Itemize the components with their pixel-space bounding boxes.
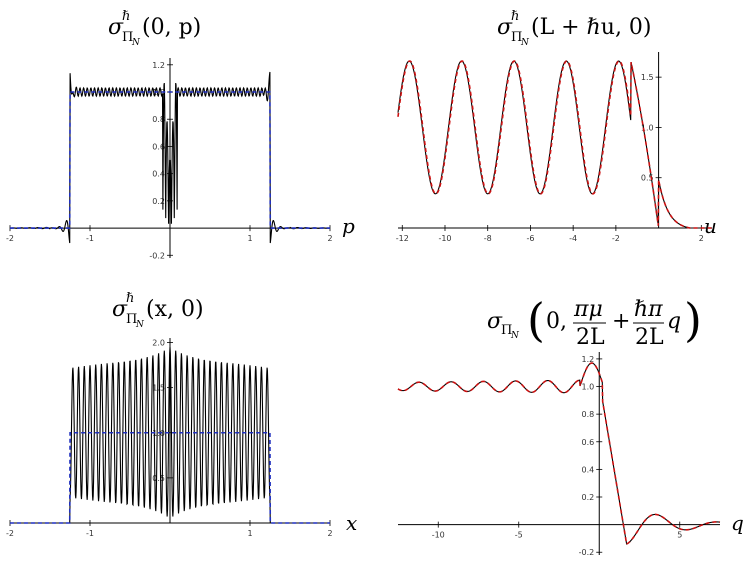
y-tick-label: 0.4 — [152, 170, 165, 179]
y-tick-label: 2.0 — [152, 339, 165, 348]
y-tick-label: 1.0 — [582, 383, 595, 392]
y-tick-label: 0.6 — [582, 438, 595, 447]
x-tick-label: -6 — [526, 234, 534, 243]
title-1-subsub: N — [131, 38, 141, 48]
y-tick-label: 1.2 — [582, 355, 595, 364]
panel-4-xlabel: q — [731, 511, 744, 535]
title-4-var: q — [667, 309, 681, 334]
panel-4-plot: -10 -5 5 -0.2 0.2 0.4 0.6 0.8 1.0 1.2 — [397, 352, 721, 557]
title-4-frac1-num: πμ — [573, 297, 603, 322]
title-4-base: σ — [487, 309, 503, 334]
x-tick-label: -1 — [86, 234, 94, 243]
y-tick-label: 1.5 — [152, 384, 165, 393]
y-tick-label: 0.8 — [152, 115, 165, 124]
title-2-base: σ — [497, 15, 513, 40]
y-tick-label: 1.2 — [152, 61, 165, 70]
y-tick-label: -0.2 — [149, 251, 165, 260]
title-4-rparen: ) — [684, 293, 702, 347]
x-tick-label: 1 — [247, 529, 252, 538]
x-tick-label: 2 — [327, 234, 332, 243]
x-tick-label: -2 — [6, 234, 14, 243]
y-tick-label: 1.5 — [641, 73, 654, 82]
series-line-2 — [10, 91, 330, 229]
title-2-sup: ℏ — [511, 9, 519, 24]
title-3-subsub: N — [135, 320, 145, 330]
title-3-sub: Π — [126, 312, 137, 327]
y-tick-label: -0.2 — [579, 548, 595, 557]
title-4-subsub: N — [510, 331, 520, 341]
y-tick-label: 0.4 — [582, 465, 595, 474]
title-3-args: (x, 0) — [146, 297, 204, 322]
panel-1-title: σ ℏ Π N (0, p) — [108, 9, 201, 48]
title-4-sub: Π — [501, 323, 512, 338]
series-line-1 — [397, 362, 721, 545]
panel-1-xlabel: p — [342, 214, 355, 238]
title-1-base: σ — [108, 15, 124, 40]
title-2-subsub: N — [520, 38, 530, 48]
x-tick-label: -12 — [396, 234, 409, 243]
y-tick-label: 0.5 — [641, 174, 654, 183]
panel-3-plot: -2 -1 1 20.51.01.52.0 — [6, 338, 333, 538]
panel-2-plot: -12 -10 -8 -6 -4 -2 2 0.5 1.0 1.5 — [396, 52, 712, 243]
title-4-frac1-den: 2L — [576, 325, 605, 350]
x-tick-label: -1 — [86, 529, 94, 538]
title-4-lead: 0, — [546, 309, 567, 334]
title-1-sup: ℏ — [122, 9, 130, 24]
title-4-lparen: ( — [527, 293, 545, 347]
x-tick-label: 5 — [677, 531, 682, 540]
y-tick-label: 0.6 — [152, 142, 165, 151]
title-3-sup: ℏ — [126, 291, 134, 306]
panel-1-plot: -2 -1 1 2-0.20.20.40.60.81.01.2 — [6, 58, 333, 260]
y-tick-label: 1.0 — [641, 123, 654, 132]
x-tick-label: -2 — [612, 234, 620, 243]
title-1-args: (0, p) — [142, 15, 201, 40]
x-tick-label: -2 — [6, 529, 14, 538]
panel-4-title: σ Π N ( 0, πμ 2L + ℏπ 2L q ) — [487, 293, 702, 350]
x-tick-label: -10 — [432, 531, 445, 540]
panel-2-xlabel: u — [704, 214, 717, 238]
title-1-sub: Π — [122, 30, 133, 45]
panel-3-xlabel: x — [346, 511, 357, 535]
panel-3-title: σ ℏ Π N (x, 0) — [112, 291, 204, 330]
x-tick-label: -10 — [438, 234, 451, 243]
series-line-1 — [9, 71, 331, 244]
y-tick-label: 0.2 — [152, 197, 165, 206]
title-4-plus: + — [612, 309, 630, 334]
x-tick-label: 1 — [247, 234, 252, 243]
panel-2-title: σ ℏ Π N (L + ℏu, 0) — [497, 9, 652, 48]
series-line-2 — [397, 60, 712, 229]
x-tick-label: -4 — [569, 234, 577, 243]
title-3-base: σ — [112, 297, 128, 322]
title-4-frac2-den: 2L — [635, 325, 664, 350]
x-tick-label: 2 — [699, 234, 704, 243]
y-tick-label: 0.5 — [152, 474, 165, 483]
x-tick-label: -5 — [515, 531, 523, 540]
x-tick-label: 2 — [327, 529, 332, 538]
x-tick-label: -8 — [484, 234, 492, 243]
y-tick-label: 0.8 — [582, 410, 595, 419]
title-2-args: (L + ℏu, 0) — [531, 15, 652, 40]
title-2-sub: Π — [511, 30, 522, 45]
title-4-frac2-num: ℏπ — [634, 297, 663, 322]
series-line-1 — [10, 346, 330, 524]
y-tick-label: 0.2 — [582, 493, 595, 502]
